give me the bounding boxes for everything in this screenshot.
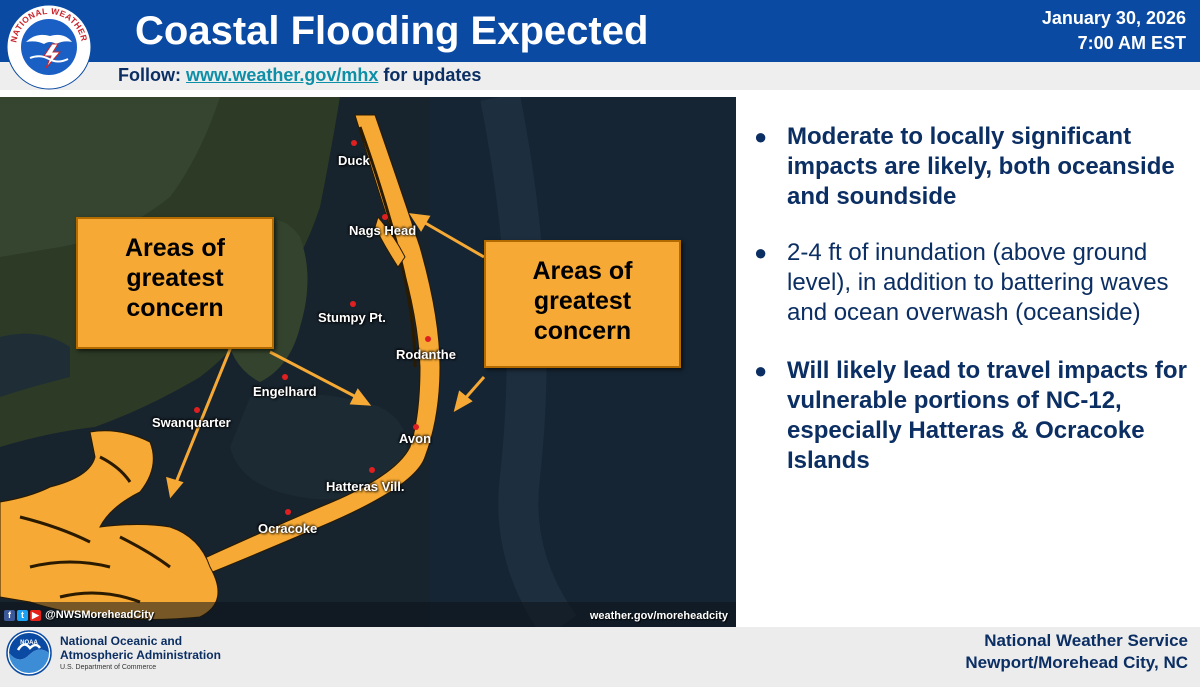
nws-line-1: National Weather Service [984,631,1188,650]
concern-right-line-2: greatest [533,287,632,315]
header-bar [0,0,1200,62]
follow-text: Follow: www.weather.gov/mhx for updates [118,64,481,86]
noaa-logo: NOAA [6,630,52,676]
town-label-duck: Duck [338,153,370,168]
follow-link[interactable]: www.weather.gov/mhx [185,65,379,85]
impact-bullets: ● Moderate to locally significant impact… [752,122,1192,476]
svg-text:NOAA: NOAA [20,640,38,646]
bullet-dot-icon: ● [754,358,768,383]
follow-bar [0,62,1200,90]
town-label-stumpy-pt: Stumpy Pt. [318,310,386,325]
bullet-text: 2-4 ft of inundation (above ground level… [787,239,1169,326]
follow-prefix: Follow: [118,65,186,85]
issue-date: January 30, 2026 [1041,8,1186,28]
issue-time: 7:00 AM EST [1077,33,1186,53]
bullet-dot-icon: ● [754,240,768,265]
nws-logo: NATIONAL WEATHER SERVICE [6,4,92,90]
social-handle[interactable]: @NWSMoreheadCity [45,609,155,621]
nws-office-name: National Weather Service Newport/Morehea… [965,630,1188,674]
nws-line-2: Newport/Morehead City, NC [965,653,1188,672]
town-label-rodanthe: Rodanthe [396,347,456,362]
noaa-line-1: National Oceanic and [60,634,183,648]
town-label-swanquarter: Swanquarter [152,415,231,430]
town-label-nags-head: Nags Head [349,223,417,238]
concern-left-line-1: Areas of [124,234,226,262]
concern-right-line-1: Areas of [532,257,633,285]
follow-suffix: for updates [378,65,482,85]
bullet-dot-icon: ● [754,124,768,149]
noaa-line-3: U.S. Department of Commerce [60,664,157,671]
twitter-icon[interactable]: t [17,609,28,621]
page-title: Coastal Flooding Expected [135,9,649,53]
youtube-icon[interactable]: ▶ [30,609,41,621]
issue-datetime: January 30, 2026 7:00 AM EST [1042,6,1186,56]
town-label-engelhard: Engelhard [253,384,317,399]
social-links: f t ▶ @NWSMoreheadCity [4,609,154,621]
map-panel: Duck Nags Head Stumpy Pt. Rodanthe Engel… [0,97,736,627]
concern-left-line-3: concern [126,294,224,322]
noaa-line-2: Atmospheric Administration [60,648,221,662]
footer-bar [0,627,1200,687]
town-label-ocracoke: Ocracoke [258,521,318,536]
bullet-text: Will likely lead to travel impacts for v… [787,357,1187,474]
bullet-text: Moderate to locally significant impacts … [787,123,1175,210]
bullet-item: ● Moderate to locally significant impact… [752,122,1192,212]
facebook-icon[interactable]: f [4,609,15,621]
concern-left-line-2: greatest [126,264,224,292]
noaa-agency-name: National Oceanic and Atmospheric Adminis… [60,634,221,673]
town-label-hatteras-vill: Hatteras Vill. [326,479,405,494]
concern-callout-right: Areas of greatest concern [484,240,681,368]
bullet-item: ● 2-4 ft of inundation (above ground lev… [752,238,1192,328]
office-website[interactable]: weather.gov/moreheadcity [589,610,728,622]
town-label-avon: Avon [399,431,432,446]
concern-callout-left: Areas of greatest concern [76,217,274,349]
concern-right-line-3: concern [533,317,632,345]
bullet-item: ● Will likely lead to travel impacts for… [752,356,1192,476]
